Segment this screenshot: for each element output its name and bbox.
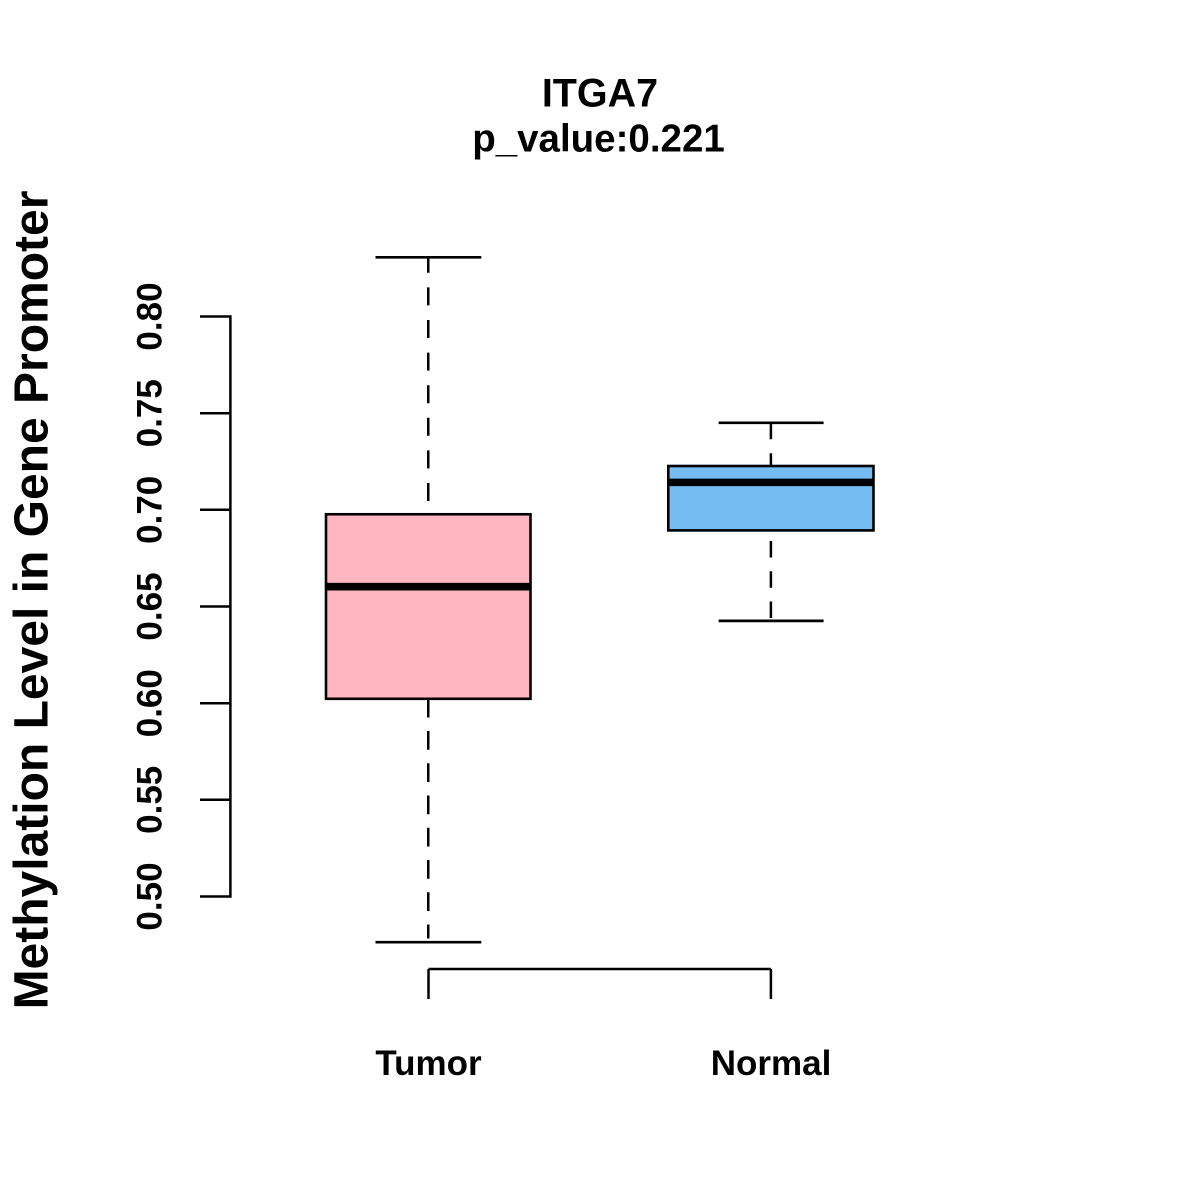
svg-text:0.75: 0.75 bbox=[131, 379, 170, 447]
svg-text:0.70: 0.70 bbox=[131, 476, 170, 544]
svg-text:Tumor: Tumor bbox=[375, 1044, 482, 1083]
svg-text:0.55: 0.55 bbox=[131, 766, 170, 834]
svg-text:ITGA7: ITGA7 bbox=[542, 71, 658, 115]
svg-text:0.80: 0.80 bbox=[131, 282, 170, 350]
svg-text:p_value:0.221: p_value:0.221 bbox=[472, 118, 725, 161]
svg-text:0.65: 0.65 bbox=[131, 572, 170, 640]
svg-text:0.50: 0.50 bbox=[131, 862, 170, 930]
svg-text:Normal: Normal bbox=[711, 1044, 832, 1083]
svg-text:Methylation Level in Gene Prom: Methylation Level in Gene Promoter bbox=[5, 191, 58, 1010]
svg-text:0.60: 0.60 bbox=[131, 669, 170, 737]
